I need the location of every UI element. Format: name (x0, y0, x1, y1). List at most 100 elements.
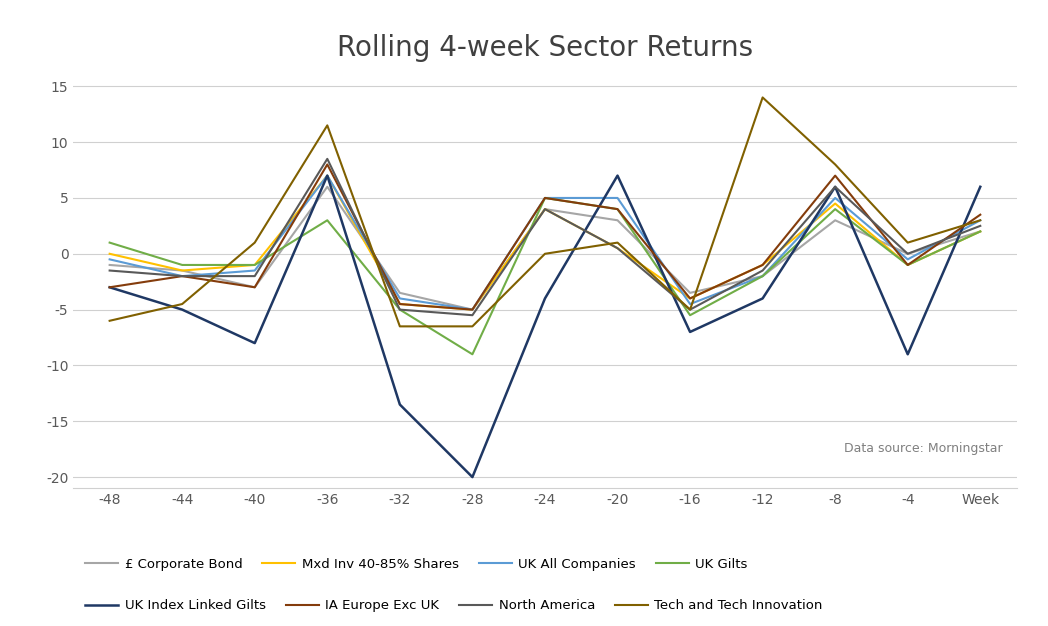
Line: Tech and Tech Innovation: Tech and Tech Innovation (110, 98, 980, 326)
UK All Companies (248, 267, 261, 274)
Mxd Inv 40-85% Shares (757, 261, 769, 269)
Tech and Tech Innovation (466, 322, 479, 330)
UK All Companies (466, 306, 479, 314)
Line: IA Europe Exc UK: IA Europe Exc UK (110, 165, 980, 310)
Tech and Tech Innovation (321, 121, 333, 129)
£ Corporate Bond (539, 205, 551, 213)
IA Europe Exc UK (757, 261, 769, 269)
IA Europe Exc UK (176, 272, 189, 280)
UK All Companies (829, 194, 842, 202)
Mxd Inv 40-85% Shares (104, 250, 116, 257)
UK Gilts (611, 205, 624, 213)
North America (248, 272, 261, 280)
IA Europe Exc UK (104, 284, 116, 291)
Line: £ Corporate Bond: £ Corporate Bond (110, 187, 980, 310)
UK Gilts (104, 239, 116, 247)
UK Index Linked Gilts (611, 172, 624, 180)
North America (539, 205, 551, 213)
North America (974, 222, 986, 230)
UK Index Linked Gilts (757, 295, 769, 302)
IA Europe Exc UK (539, 194, 551, 202)
Mxd Inv 40-85% Shares (539, 205, 551, 213)
UK Index Linked Gilts (466, 473, 479, 481)
North America (176, 272, 189, 280)
North America (829, 183, 842, 190)
UK Index Linked Gilts (683, 328, 696, 336)
UK Index Linked Gilts (176, 306, 189, 314)
Mxd Inv 40-85% Shares (248, 261, 261, 269)
UK Gilts (176, 261, 189, 269)
IA Europe Exc UK (829, 172, 842, 180)
North America (611, 244, 624, 252)
£ Corporate Bond (466, 306, 479, 314)
UK All Companies (611, 194, 624, 202)
Mxd Inv 40-85% Shares (683, 295, 696, 302)
UK Index Linked Gilts (248, 339, 261, 347)
UK All Companies (757, 272, 769, 280)
Line: UK Gilts: UK Gilts (110, 198, 980, 354)
UK All Companies (683, 300, 696, 308)
North America (683, 306, 696, 314)
Mxd Inv 40-85% Shares (466, 306, 479, 314)
IA Europe Exc UK (394, 300, 407, 308)
Tech and Tech Innovation (757, 94, 769, 101)
UK Gilts (757, 272, 769, 280)
£ Corporate Bond (321, 183, 333, 190)
Legend: UK Index Linked Gilts, IA Europe Exc UK, North America, Tech and Tech Innovation: UK Index Linked Gilts, IA Europe Exc UK,… (80, 594, 828, 618)
£ Corporate Bond (248, 284, 261, 291)
Tech and Tech Innovation (104, 317, 116, 324)
UK Gilts (466, 351, 479, 358)
Text: Data source: Morningstar: Data source: Morningstar (844, 442, 1002, 455)
Tech and Tech Innovation (829, 161, 842, 168)
£ Corporate Bond (829, 217, 842, 224)
UK Index Linked Gilts (901, 351, 914, 358)
UK All Companies (974, 217, 986, 224)
Line: UK All Companies: UK All Companies (110, 176, 980, 310)
Tech and Tech Innovation (974, 217, 986, 224)
IA Europe Exc UK (901, 261, 914, 269)
IA Europe Exc UK (974, 211, 986, 218)
North America (394, 306, 407, 314)
UK Index Linked Gilts (104, 284, 116, 291)
£ Corporate Bond (683, 289, 696, 297)
UK Index Linked Gilts (394, 401, 407, 408)
UK Gilts (394, 306, 407, 314)
£ Corporate Bond (901, 250, 914, 257)
Tech and Tech Innovation (683, 306, 696, 314)
UK Gilts (248, 261, 261, 269)
IA Europe Exc UK (466, 306, 479, 314)
UK Index Linked Gilts (974, 183, 986, 190)
UK All Companies (539, 194, 551, 202)
Tech and Tech Innovation (611, 239, 624, 247)
North America (321, 155, 333, 163)
UK Gilts (974, 228, 986, 235)
Mxd Inv 40-85% Shares (974, 228, 986, 235)
Line: North America: North America (110, 159, 980, 316)
Line: UK Index Linked Gilts: UK Index Linked Gilts (110, 176, 980, 477)
Line: Mxd Inv 40-85% Shares: Mxd Inv 40-85% Shares (110, 176, 980, 310)
Tech and Tech Innovation (901, 239, 914, 247)
UK Index Linked Gilts (829, 183, 842, 190)
Tech and Tech Innovation (176, 300, 189, 308)
£ Corporate Bond (974, 228, 986, 235)
Tech and Tech Innovation (394, 322, 407, 330)
Mxd Inv 40-85% Shares (321, 172, 333, 180)
IA Europe Exc UK (321, 161, 333, 168)
UK Gilts (321, 217, 333, 224)
UK Gilts (539, 194, 551, 202)
North America (466, 312, 479, 319)
UK All Companies (104, 255, 116, 263)
Tech and Tech Innovation (248, 239, 261, 247)
North America (757, 267, 769, 274)
£ Corporate Bond (757, 272, 769, 280)
£ Corporate Bond (176, 267, 189, 274)
UK All Companies (901, 255, 914, 263)
UK Index Linked Gilts (539, 295, 551, 302)
£ Corporate Bond (394, 289, 407, 297)
Mxd Inv 40-85% Shares (901, 261, 914, 269)
UK All Companies (176, 272, 189, 280)
£ Corporate Bond (611, 217, 624, 224)
UK Gilts (683, 312, 696, 319)
Mxd Inv 40-85% Shares (829, 200, 842, 207)
Mxd Inv 40-85% Shares (611, 244, 624, 252)
